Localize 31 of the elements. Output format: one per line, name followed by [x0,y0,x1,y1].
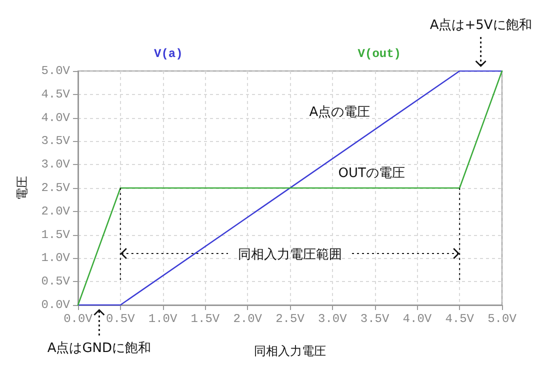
x-tick-label: 5.0V [488,312,518,326]
y-tick-label: 4.0V [41,110,71,125]
annotation: 同相入力電圧範囲 [238,248,342,263]
annotation: OUTの電圧 [338,166,405,181]
y-tick-label: 0.0V [41,298,71,312]
x-tick-label: 2.0V [233,312,263,326]
text: V(out) [358,47,402,61]
x-tick-label: 2.5V [276,312,306,326]
y-tick-label: 2.5V [41,181,71,195]
x-tick-label: 4.0V [402,312,432,326]
y-tick-label: 0.5V [41,274,71,289]
y-tick-label: 4.5V [41,87,71,102]
y-tick-label: 1.0V [41,251,71,266]
y-tick-label: 5.0V [41,64,71,78]
x-tick-label: 4.5V [445,312,475,326]
annotation: A点はGNDに飽和 [47,341,152,356]
annotation: A点は+5Vに飽和 [430,18,532,33]
x-axis-title: 同相入力電圧 [254,344,326,358]
x-tick-label: 3.5V [360,312,390,326]
x-tick-label: 3.0V [318,312,348,326]
text: V(a) [154,47,183,61]
y-tick-label: 3.0V [41,158,71,172]
x-tick-label: 0.5V [106,312,136,326]
x-tick-label: 1.5V [190,312,220,326]
y-tick-label: 1.5V [41,228,71,242]
y-axis-title: 電圧 [15,176,29,200]
annotation: A点の電圧 [309,105,370,120]
y-tick-label: 2.0V [41,204,71,218]
x-tick-label: 0.0V [64,312,94,326]
x-tick-label: 1.0V [148,312,178,326]
y-tick-label: 3.5V [41,134,71,148]
